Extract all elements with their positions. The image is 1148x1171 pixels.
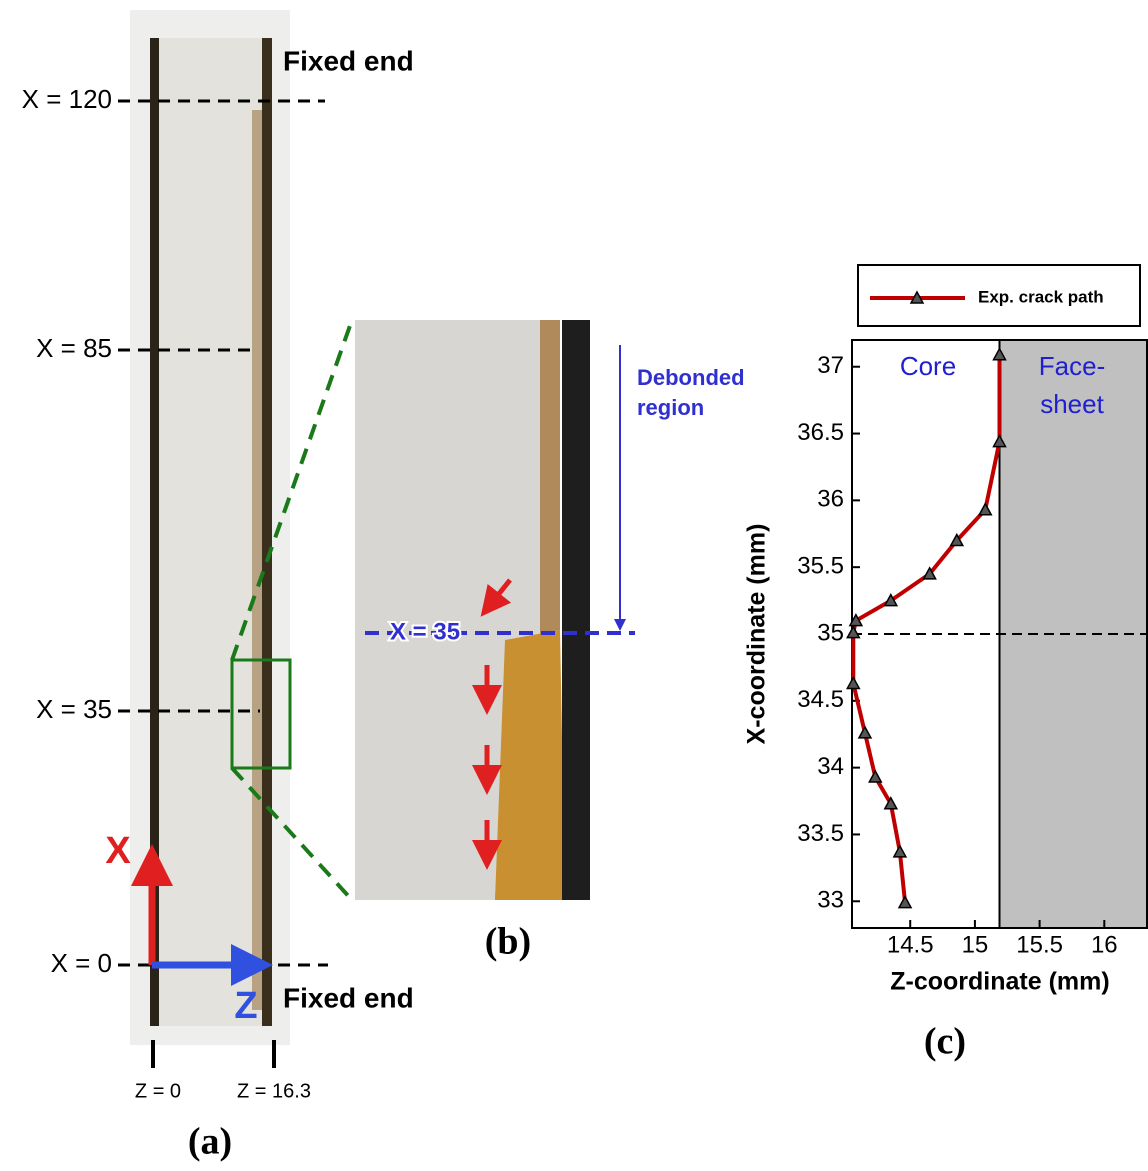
data-point: [848, 613, 864, 627]
x-tick-label: 15: [962, 931, 989, 958]
data-point: [992, 433, 1007, 448]
y-tick-label: 37: [817, 352, 844, 379]
data-point: [892, 844, 908, 858]
y-axis-title: X-coordinate (mm): [743, 524, 771, 745]
region-label: Core: [900, 351, 956, 381]
x-label: X = 35: [390, 618, 460, 645]
caption: (c): [924, 1021, 966, 1063]
x-label: X = 120: [22, 84, 112, 114]
x-tick-label: 15.5: [1016, 931, 1063, 958]
data-point: [992, 347, 1007, 361]
data-point: [868, 769, 883, 783]
data-point: [883, 593, 899, 607]
data-point: [883, 796, 899, 810]
crack-path: [851, 354, 1002, 903]
legend-box: [857, 264, 1141, 327]
x-label: X = 0: [51, 948, 112, 978]
axis-x: X: [105, 830, 131, 872]
x-tick-label: 16: [1091, 931, 1118, 958]
fixed-end: Fixed end: [283, 45, 414, 76]
y-tick-label: 35.5: [797, 553, 844, 580]
data-point: [922, 566, 937, 580]
y-tick-label: 34.5: [797, 686, 844, 713]
y-tick-label: 33: [817, 887, 844, 914]
caption: (b): [485, 921, 531, 963]
data-point: [846, 625, 861, 639]
region-label: sheet: [1040, 389, 1104, 419]
y-tick-label: 33.5: [797, 820, 844, 847]
facesheet-region: [999, 340, 1147, 928]
y-tick-label: 36: [817, 486, 844, 513]
x-tick-label: 14.5: [887, 931, 934, 958]
x-label: X = 35: [36, 694, 112, 724]
data-point: [857, 725, 873, 739]
x-label: X = 85: [36, 333, 112, 363]
debonded-label: region: [637, 395, 704, 420]
z-label: Z = 0: [135, 1080, 181, 1102]
photo-b: [355, 320, 660, 900]
fixed-end: Fixed end: [283, 982, 414, 1013]
y-tick-label: 34: [817, 753, 844, 780]
data-point: [846, 675, 861, 690]
z-label: Z = 16.3: [237, 1080, 311, 1102]
x-axis-title: Z-coordinate (mm): [890, 968, 1109, 996]
debonded-label: Debonded: [637, 365, 745, 390]
y-tick-label: 36.5: [797, 419, 844, 446]
data-point: [949, 532, 965, 547]
data-point: [978, 502, 993, 516]
legend-label: Exp. crack path: [978, 287, 1104, 306]
region-label: Face-: [1039, 351, 1105, 381]
data-point: [897, 895, 913, 909]
axis-z: Z: [234, 985, 257, 1027]
caption: (a): [188, 1121, 232, 1163]
y-tick-label: 35: [817, 619, 844, 646]
photo-a: [118, 10, 354, 1068]
legend-marker: [909, 290, 925, 304]
